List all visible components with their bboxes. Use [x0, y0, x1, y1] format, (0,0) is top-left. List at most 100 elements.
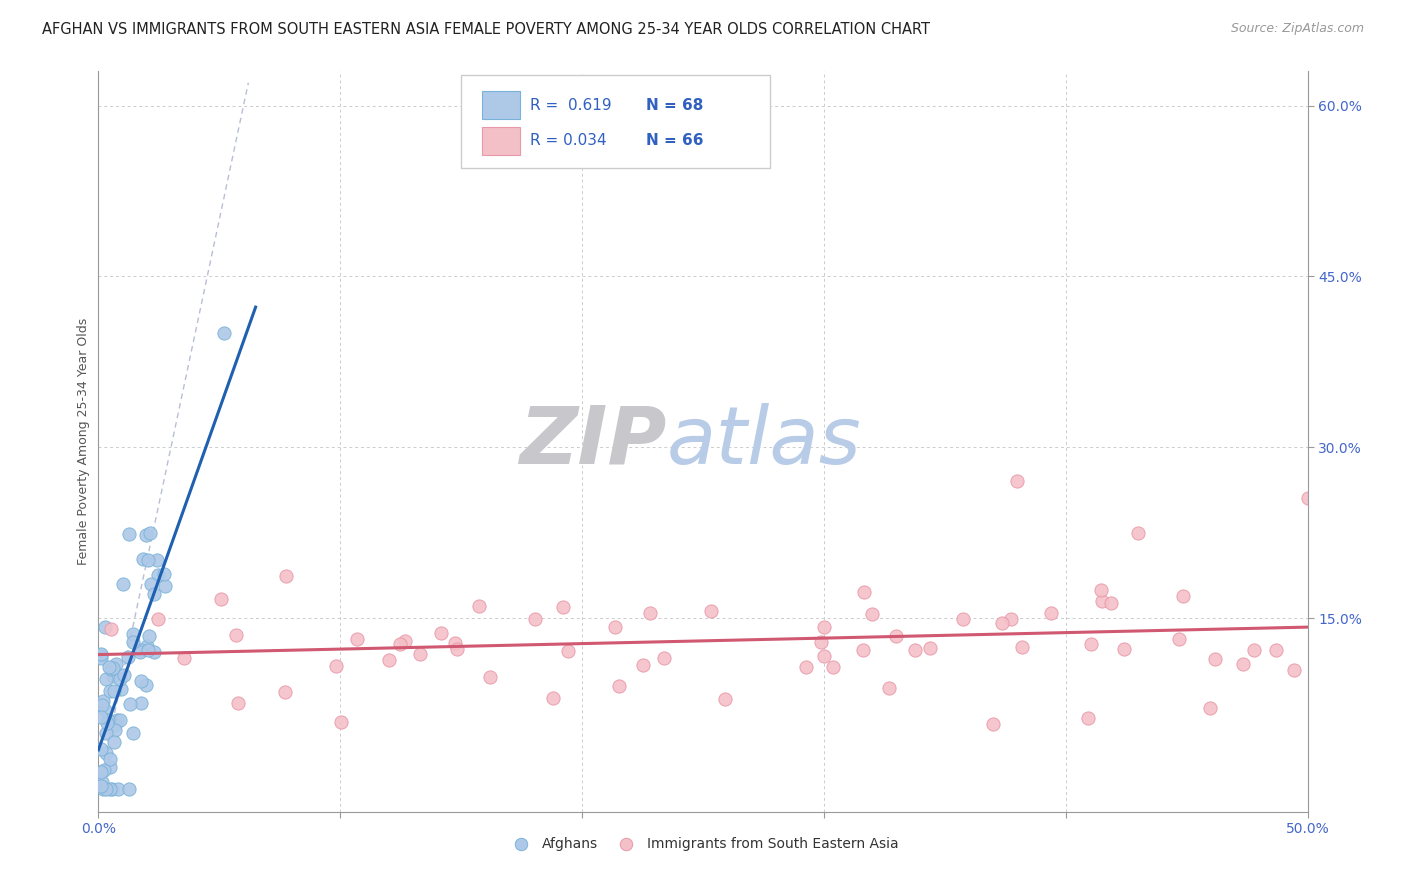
Point: [991, 616, 1014, 631]
Point: [557, 644, 579, 658]
Point: [852, 642, 875, 657]
Text: N = 68: N = 68: [647, 98, 703, 113]
Point: [100, 623, 122, 637]
Point: [94, 672, 117, 686]
Point: [98, 781, 121, 796]
Point: [122, 725, 145, 739]
Point: [1128, 525, 1150, 540]
Point: [813, 620, 835, 634]
Point: [346, 632, 368, 647]
Point: [110, 673, 132, 687]
Point: [810, 635, 832, 649]
Point: [1204, 652, 1226, 666]
Point: [1039, 606, 1062, 620]
Point: [94, 620, 117, 634]
Text: ZIP: ZIP: [519, 402, 666, 481]
Point: [103, 684, 125, 698]
Text: Source: ZipAtlas.com: Source: ZipAtlas.com: [1230, 22, 1364, 36]
Point: [430, 626, 453, 640]
Point: [138, 629, 160, 643]
Point: [378, 652, 401, 666]
Text: R =  0.619: R = 0.619: [530, 98, 612, 113]
Point: [446, 642, 468, 657]
Point: [714, 692, 737, 706]
Point: [209, 592, 232, 607]
Point: [1296, 491, 1319, 506]
Point: [90, 779, 112, 793]
Point: [90, 651, 112, 665]
Point: [607, 679, 630, 693]
Point: [105, 713, 128, 727]
Point: [212, 326, 235, 341]
Point: [97, 713, 120, 727]
Point: [136, 553, 159, 567]
Point: [146, 553, 169, 567]
Point: [91, 694, 114, 708]
Point: [1011, 640, 1033, 655]
Point: [129, 643, 152, 657]
Point: [98, 659, 121, 673]
Text: N = 66: N = 66: [647, 134, 703, 148]
Point: [1090, 583, 1112, 598]
Point: [981, 717, 1004, 731]
Point: [541, 690, 564, 705]
Point: [652, 650, 675, 665]
Point: [904, 643, 927, 657]
Point: [479, 670, 502, 684]
Point: [1077, 711, 1099, 725]
Point: [104, 657, 127, 671]
Point: [107, 781, 129, 796]
Text: R = 0.034: R = 0.034: [530, 134, 607, 148]
Point: [91, 698, 114, 712]
Point: [1167, 632, 1189, 646]
Point: [98, 684, 121, 698]
Point: [700, 604, 723, 618]
Point: [1099, 596, 1122, 610]
Point: [101, 781, 124, 796]
Y-axis label: Female Poverty Among 25-34 Year Olds: Female Poverty Among 25-34 Year Olds: [77, 318, 90, 566]
Point: [1171, 589, 1194, 603]
FancyBboxPatch shape: [482, 91, 520, 120]
Point: [135, 528, 157, 542]
Point: [98, 751, 121, 765]
Point: [90, 764, 112, 779]
Point: [103, 735, 125, 749]
Point: [1232, 657, 1254, 671]
Point: [142, 587, 165, 601]
Point: [118, 697, 141, 711]
FancyBboxPatch shape: [461, 75, 769, 168]
Point: [90, 742, 112, 756]
Point: [96, 726, 118, 740]
Point: [821, 659, 844, 673]
Point: [173, 651, 195, 665]
Point: [225, 627, 247, 641]
Point: [146, 612, 169, 626]
Point: [603, 620, 626, 634]
Point: [111, 577, 134, 591]
Point: [110, 681, 132, 696]
Point: [101, 661, 124, 675]
Point: [1243, 643, 1265, 657]
Point: [90, 710, 112, 724]
Point: [1091, 594, 1114, 608]
FancyBboxPatch shape: [482, 127, 520, 155]
Point: [640, 606, 662, 620]
Point: [139, 576, 162, 591]
Point: [148, 568, 170, 582]
Point: [122, 627, 145, 641]
Point: [129, 645, 152, 659]
Point: [920, 640, 942, 655]
Point: [1264, 642, 1286, 657]
Point: [330, 714, 353, 729]
Point: [117, 650, 139, 665]
Point: [276, 569, 298, 583]
Point: [631, 657, 654, 672]
Point: [153, 579, 176, 593]
Point: [1199, 701, 1222, 715]
Point: [93, 763, 115, 777]
Point: [98, 759, 121, 773]
Point: [142, 645, 165, 659]
Point: [443, 636, 465, 650]
Point: [389, 637, 412, 651]
Point: [886, 629, 908, 643]
